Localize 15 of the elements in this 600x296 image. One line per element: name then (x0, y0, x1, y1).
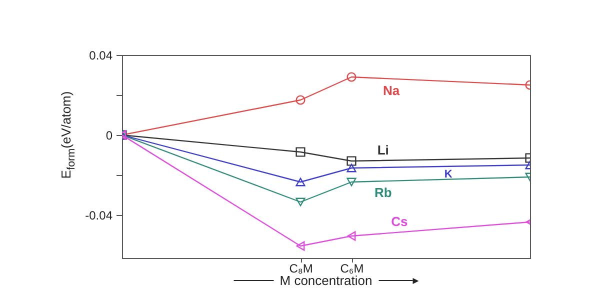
x-tick-label: C₈M (289, 262, 313, 276)
y-tick-label: -0.04 (85, 208, 113, 222)
point (296, 198, 306, 206)
point (296, 95, 306, 105)
series-label: Na (382, 82, 400, 98)
series-label: Rb (374, 185, 392, 200)
point (346, 72, 356, 82)
series-label: Li (377, 142, 389, 158)
y-tick-label: 0.04 (89, 48, 113, 62)
series-label: K (444, 168, 452, 180)
x-tick-label: C₆M (340, 262, 364, 276)
y-tick-label: 0 (106, 128, 113, 142)
point (346, 178, 356, 186)
series-label: Cs (391, 214, 408, 230)
x-axis-title: M concentration (280, 273, 372, 288)
